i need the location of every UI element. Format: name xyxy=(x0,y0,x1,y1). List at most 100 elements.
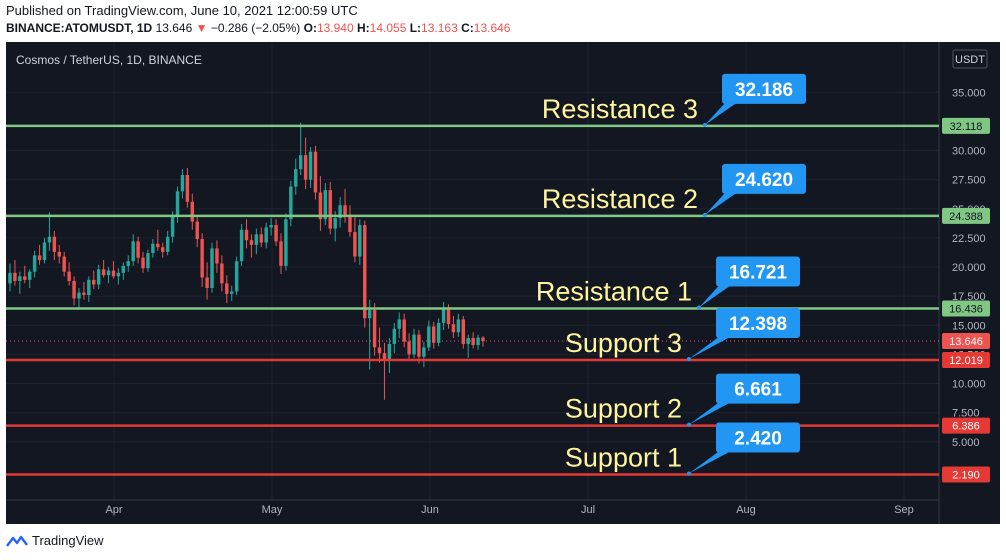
close-value: 13.646 xyxy=(473,21,511,35)
time-tick-label: May xyxy=(262,504,283,516)
level-axis-value: 2.190 xyxy=(952,469,980,481)
candle xyxy=(239,223,244,266)
candle xyxy=(471,332,475,349)
level-name-label: Resistance 1 xyxy=(536,277,692,307)
candle xyxy=(220,255,224,292)
callout-value: 6.661 xyxy=(734,380,782,401)
candle xyxy=(254,228,259,255)
callout-anchor xyxy=(697,305,701,310)
candle xyxy=(37,244,42,265)
footer-brand[interactable]: TradingView xyxy=(6,533,104,548)
candle-body xyxy=(387,343,392,360)
candle-body xyxy=(372,310,377,348)
candle-body xyxy=(151,243,155,254)
candle xyxy=(338,197,342,228)
candle-body xyxy=(294,169,298,187)
candle-body xyxy=(264,227,268,243)
callout-pointer xyxy=(705,101,738,125)
candle xyxy=(106,267,111,284)
close-label: C: xyxy=(461,21,474,35)
candle xyxy=(161,242,165,258)
candle-body xyxy=(244,229,249,241)
candle-body xyxy=(141,257,145,269)
candle xyxy=(13,260,17,286)
published-line: Published on TradingView.com, June 10, 2… xyxy=(6,3,358,18)
candle-body xyxy=(259,234,264,243)
candle-body xyxy=(456,319,461,333)
candle xyxy=(417,329,421,364)
candle xyxy=(111,261,116,279)
candle-body xyxy=(170,215,175,237)
currency-button[interactable] xyxy=(952,49,988,69)
candle xyxy=(72,276,76,306)
candle-body xyxy=(42,242,47,261)
candle-body xyxy=(303,155,308,180)
candle xyxy=(402,313,406,348)
candle xyxy=(126,255,130,272)
candle xyxy=(387,338,392,374)
candle-body xyxy=(481,337,485,342)
level-name-label: Support 3 xyxy=(565,328,682,358)
candle-body xyxy=(106,270,111,276)
candle xyxy=(269,218,273,236)
candle xyxy=(432,321,436,349)
level-support-3[interactable]: Support 3 12.398 12.019 xyxy=(6,307,990,368)
low-label: L: xyxy=(409,21,422,35)
candle xyxy=(244,219,249,249)
price-chart[interactable]: Cosmos / TetherUS, 1D, BINANCE USDT 5.00… xyxy=(6,42,1000,524)
candle xyxy=(96,264,101,290)
currency-label: USDT xyxy=(955,54,985,66)
candle xyxy=(303,137,308,189)
candle-body xyxy=(328,190,332,229)
candle xyxy=(225,275,229,304)
candle-body xyxy=(289,186,293,220)
candle xyxy=(116,268,121,285)
candle xyxy=(348,205,352,237)
chart-area[interactable]: Cosmos / TetherUS, 1D, BINANCE USDT 5.00… xyxy=(6,42,1000,524)
candle xyxy=(289,180,293,227)
candle xyxy=(249,234,254,258)
level-axis-value: 12.019 xyxy=(949,355,983,367)
callout-value: 24.620 xyxy=(735,170,793,191)
high-label: H: xyxy=(357,21,370,35)
price-tick-label: 5.000 xyxy=(952,437,980,449)
candle-body xyxy=(57,251,61,257)
price-tick-label: 17.500 xyxy=(952,291,986,303)
candle xyxy=(87,276,91,302)
level-resistance-2[interactable]: Resistance 2 24.620 24.388 xyxy=(6,163,990,224)
callout-box xyxy=(722,73,806,104)
candle xyxy=(180,169,185,199)
candle-body xyxy=(353,232,357,257)
time-tick-label: Apr xyxy=(105,504,122,516)
candle-body xyxy=(72,281,76,299)
price-tick-label: 15.000 xyxy=(952,320,986,332)
candle-body xyxy=(239,229,244,262)
candle xyxy=(377,327,382,363)
level-name-label: Resistance 3 xyxy=(542,94,698,124)
candle-body xyxy=(333,218,337,229)
callout-anchor xyxy=(687,356,691,361)
candle-body xyxy=(67,271,71,281)
level-resistance-3[interactable]: Resistance 3 32.186 32.118 xyxy=(6,73,990,134)
candle-body xyxy=(210,248,214,288)
level-lines[interactable]: Resistance 3 32.186 32.118 Resistance 2 24.6… xyxy=(6,73,990,483)
price-tick-label: 10.000 xyxy=(952,379,986,391)
candle-body xyxy=(234,261,239,292)
candle xyxy=(367,299,372,370)
last-price-axis-value: 13.646 xyxy=(949,336,983,348)
candle xyxy=(298,122,303,175)
candle-body xyxy=(363,225,367,319)
candle-body xyxy=(422,347,426,357)
candle xyxy=(363,220,367,328)
callout-box xyxy=(716,256,800,287)
level-support-1[interactable]: Support 1 2.420 2.190 xyxy=(6,422,990,483)
candle-body xyxy=(407,341,411,355)
callout-box xyxy=(716,422,800,453)
candle xyxy=(481,336,485,347)
candle-body xyxy=(185,174,190,202)
candle-body xyxy=(146,253,150,269)
candle-body xyxy=(175,191,180,216)
level-resistance-1[interactable]: Resistance 1 16.721 16.436 xyxy=(6,256,990,317)
candle xyxy=(82,282,86,300)
candle-body xyxy=(412,334,416,355)
